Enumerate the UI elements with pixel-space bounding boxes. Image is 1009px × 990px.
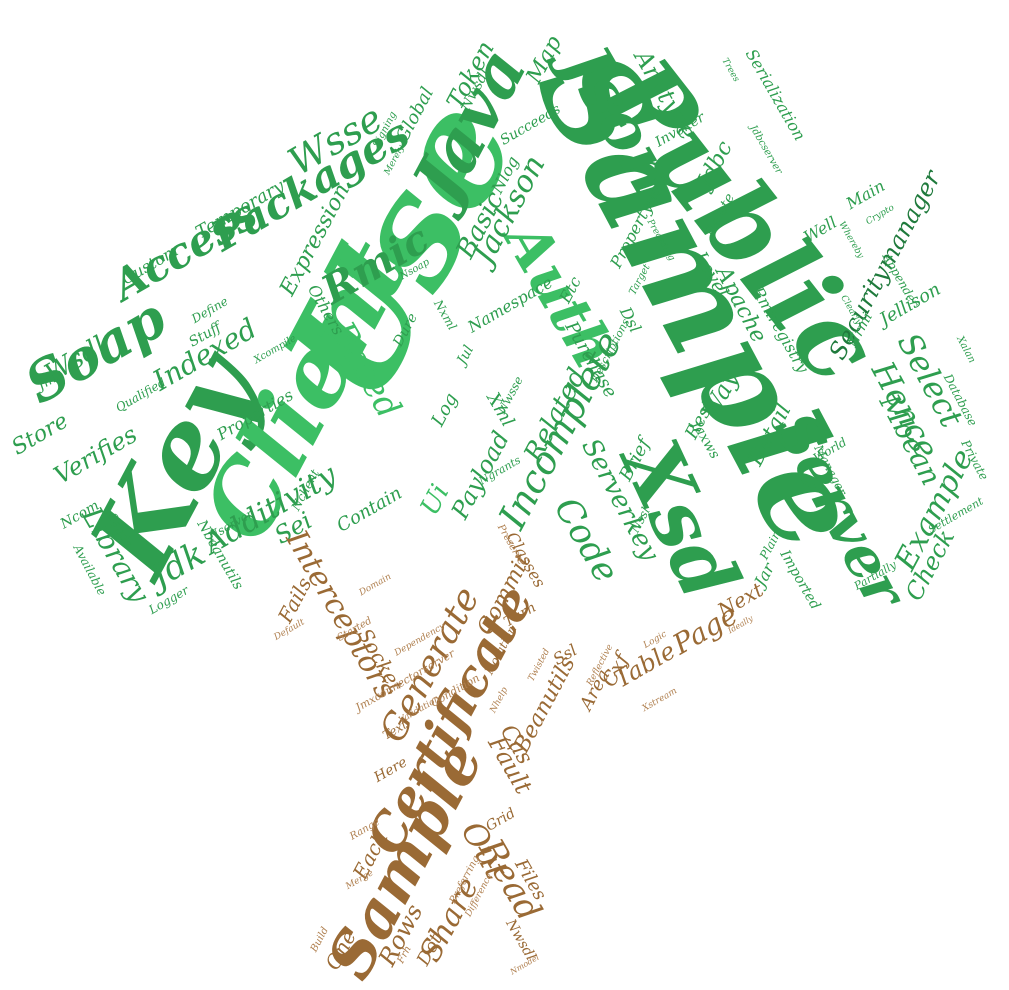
canopy-word: Ui (414, 479, 456, 521)
canopy-word: Store (7, 408, 73, 461)
trunk-word: Xstream (640, 685, 679, 714)
canopy-word: Log (427, 389, 463, 430)
canopy-word: Define (189, 294, 231, 326)
canopy-word: Imported (776, 547, 824, 613)
canopy-word: Xalan (953, 334, 977, 366)
trunk-word: Grid (482, 805, 518, 835)
trunk-word: Fails (273, 573, 317, 627)
canopy-word: Contain (333, 482, 406, 537)
canopy-word: Jul (453, 342, 477, 368)
trunk-word: Domain (357, 571, 393, 598)
canopy-word: Trees (719, 56, 741, 84)
canopy-word: Main (842, 176, 888, 214)
